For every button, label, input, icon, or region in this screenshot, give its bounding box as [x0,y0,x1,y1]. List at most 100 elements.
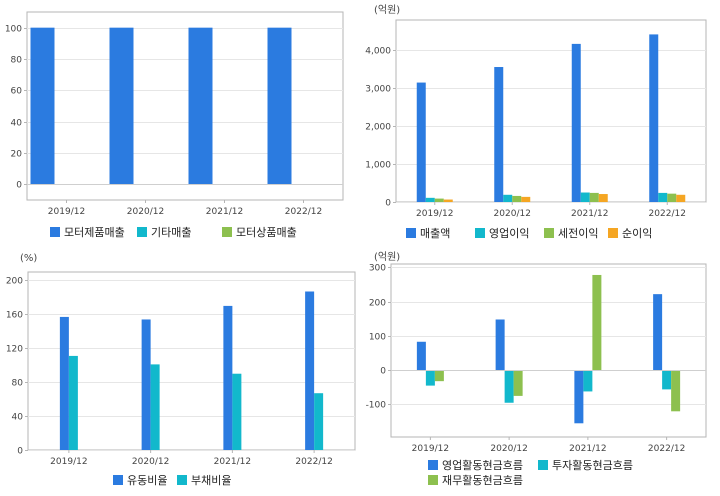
y-tick-label: 0 [380,367,386,377]
y-tick-label: 100 [5,25,22,35]
chart-panel-3: 0 40 80 120 160 200 2019/12 2020/12 2021/12 2022/… [6,253,356,487]
bar-투자활동현금흐름-2020/12 [504,370,514,403]
legend-label: 모터제품매출 [64,226,125,239]
y-tick-label: 200 [369,299,386,309]
y-tick-label: 160 [6,311,23,321]
plot-frame [395,19,707,203]
bar-영업활동현금흐름-2019/12 [416,341,426,371]
x-tick-label: 2020/12 [494,209,531,219]
bar-유동비율-2020/12 [141,319,151,450]
legend-swatch [406,228,416,238]
bar-세전이익-2021/12 [589,192,599,202]
unit-label: (억원) [374,4,400,16]
x-tick-label: 2022/12 [285,207,322,217]
y-tick-label: 1,000 [365,161,391,171]
y-tick-label: 300 [369,264,386,274]
legend-swatch [538,460,548,470]
legend-label: 순이익 [622,227,652,240]
y-tick-label: 80 [12,379,24,389]
bar-영업이익-2020/12 [503,194,513,202]
y-tick-label: 40 [12,413,24,423]
bar-재무활동현금흐름-2019/12 [434,370,444,382]
x-tick-label: 2020/12 [490,444,527,454]
bar-모터제품매출-2019/12 [30,27,55,185]
legend-swatch [113,475,123,485]
bar-유동비율-2021/12 [223,305,233,450]
bar-순이익-2021/12 [598,194,608,202]
chart-panel-2: 0 1,000 2,000 3,000 4,000 2019/12 2020/12 2021/… [365,4,707,240]
legend-swatch [428,475,438,485]
y-tick-label: 0 [16,181,22,191]
bar-매출액-2019/12 [416,82,426,202]
x-tick-label: 2021/12 [571,209,608,219]
bar-세전이익-2020/12 [512,195,522,202]
legend-swatch [608,228,618,238]
x-tick-label: 2019/12 [416,209,453,219]
bar-부채비율-2022/12 [314,393,324,450]
bar-영업활동현금흐름-2021/12 [574,370,584,424]
legend-swatch [475,228,485,238]
legend-label: 영업이익 [489,227,529,240]
x-tick-label: 2022/12 [295,457,332,467]
bar-매출액-2020/12 [494,67,504,203]
plot-frame [26,11,344,201]
y-tick-label: 20 [11,150,23,160]
bar-매출액-2021/12 [571,43,581,203]
chart-panel-4: -100 0 100 200 300 2019/12 2020/12 2021/12 2022/… [366,251,707,487]
legend-label: 기타매출 [151,226,191,239]
legend-swatch [544,228,554,238]
x-tick-label: 2019/12 [412,444,449,454]
y-tick-label: 4,000 [365,47,391,57]
bar-세전이익-2019/12 [434,198,444,202]
bar-모터제품매출-2020/12 [109,27,134,185]
y-tick-label: 200 [6,277,23,287]
y-tick-label: 0 [385,199,391,209]
bar-부채비율-2021/12 [232,373,242,450]
bar-유동비율-2022/12 [305,291,315,450]
legend-swatch [428,460,438,470]
legend-label: 세전이익 [558,227,598,240]
plot-frame [27,271,356,451]
legend-label: 부채비율 [191,474,231,487]
x-tick-label: 2021/12 [206,207,243,217]
bar-영업이익-2021/12 [580,192,590,202]
x-tick-label: 2021/12 [214,457,251,467]
y-tick-label: -100 [366,401,387,411]
bar-순이익-2020/12 [521,196,531,202]
bar-세전이익-2022/12 [667,193,677,202]
legend-label: 유동비율 [127,474,167,487]
x-tick-label: 2020/12 [132,457,169,467]
y-tick-label: 3,000 [365,85,391,95]
bar-영업이익-2019/12 [425,197,435,202]
legend-label: 매출액 [420,227,450,240]
legend-label: 투자활동현금흐름 [552,458,633,472]
x-tick-label: 2020/12 [127,207,164,217]
bar-재무활동현금흐름-2021/12 [592,274,602,371]
bar-매출액-2022/12 [649,34,659,203]
legend-label: 모터상품매출 [236,226,297,239]
y-tick-label: 40 [11,119,23,129]
bar-재무활동현금흐름-2022/12 [671,370,681,412]
legend-swatch [137,227,147,237]
legend-swatch [50,227,60,237]
chart-panel-1: 0 20 40 60 80 100 2019/12 2020/12 2021/12 2022/12… [5,11,344,239]
bar-부채비율-2020/12 [150,364,160,450]
legend-swatch [222,227,232,237]
bar-순이익-2022/12 [676,194,686,202]
unit-label: (%) [20,253,37,264]
legend-label: 영업활동현금흐름 [442,458,523,472]
x-tick-label: 2022/12 [648,444,685,454]
y-tick-label: 0 [17,447,23,457]
bar-투자활동현금흐름-2021/12 [583,370,593,392]
y-tick-label: 80 [11,56,23,66]
bar-영업활동현금흐름-2022/12 [653,294,663,371]
bar-모터제품매출-2022/12 [267,27,292,185]
x-tick-label: 2022/12 [649,209,686,219]
legend-swatch [177,475,187,485]
y-tick-label: 100 [369,333,386,343]
bar-투자활동현금흐름-2022/12 [662,370,672,390]
bar-부채비율-2019/12 [68,355,78,450]
unit-label: (억원) [374,251,400,263]
bar-영업이익-2022/12 [658,192,668,202]
